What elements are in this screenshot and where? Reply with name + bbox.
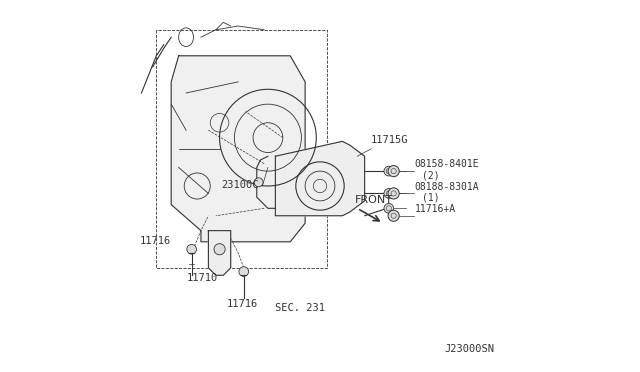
Polygon shape — [172, 56, 305, 242]
Text: 11715G: 11715G — [371, 135, 408, 145]
Circle shape — [239, 267, 248, 276]
Circle shape — [214, 244, 225, 255]
Circle shape — [388, 210, 399, 221]
Circle shape — [187, 244, 196, 254]
Text: 11716+A: 11716+A — [415, 204, 456, 214]
Circle shape — [384, 189, 394, 198]
Circle shape — [384, 203, 394, 213]
Text: FRONT: FRONT — [355, 195, 394, 205]
Text: (2): (2) — [422, 170, 440, 180]
Polygon shape — [209, 231, 231, 275]
Text: SEC. 231: SEC. 231 — [275, 302, 324, 312]
Circle shape — [384, 166, 394, 176]
Text: 08188-8301A: 08188-8301A — [415, 182, 479, 192]
Text: 08158-8401E: 08158-8401E — [415, 159, 479, 169]
Circle shape — [388, 166, 399, 177]
Text: 11716: 11716 — [227, 299, 257, 309]
Circle shape — [388, 188, 399, 199]
Polygon shape — [275, 141, 365, 216]
Circle shape — [254, 178, 263, 187]
Text: J23000SN: J23000SN — [445, 343, 495, 353]
Text: (1): (1) — [422, 193, 440, 203]
Text: 11716: 11716 — [140, 235, 172, 246]
Text: 11710: 11710 — [187, 273, 218, 283]
Text: 23100C: 23100C — [221, 180, 259, 190]
